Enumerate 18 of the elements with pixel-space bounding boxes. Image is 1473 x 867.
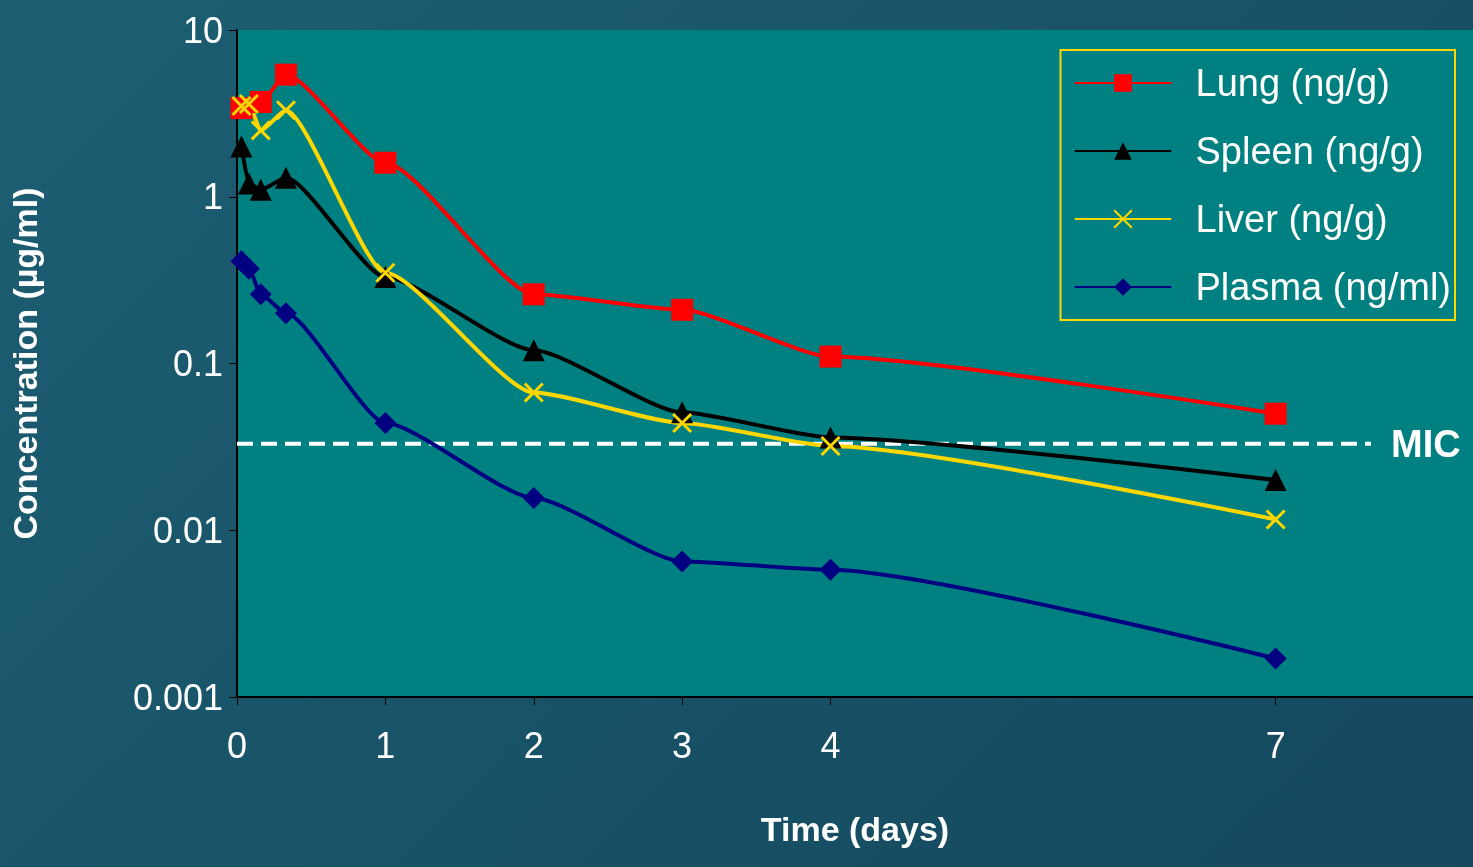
x-tick-label: 7 (1265, 724, 1286, 766)
legend-label: Spleen (ng/g) (1195, 130, 1424, 172)
ref-line-label: MIC (1391, 422, 1461, 465)
x-tick-label: 0 (226, 724, 248, 766)
y-tick-label: 0.01 (152, 509, 223, 551)
legend-label: Plasma (ng/ml) (1195, 266, 1451, 308)
x-axis-title: Time (days) (760, 810, 950, 848)
x-tick-label: 2 (523, 724, 544, 766)
y-tick-label: 0.1 (172, 343, 223, 384)
y-tick-label: 1 (202, 176, 223, 218)
x-tick-label: 1 (375, 724, 396, 766)
legend-label: Liver (ng/g) (1195, 198, 1388, 240)
y-tick-label: 0.001 (132, 676, 223, 718)
y-axis-title: Concentration (µg/ml) (6, 187, 44, 540)
x-tick-label: 4 (820, 724, 841, 766)
y-tick-label: 10 (182, 9, 223, 51)
x-tick-label: 3 (672, 724, 693, 766)
legend-label: Lung (ng/g) (1195, 62, 1390, 104)
